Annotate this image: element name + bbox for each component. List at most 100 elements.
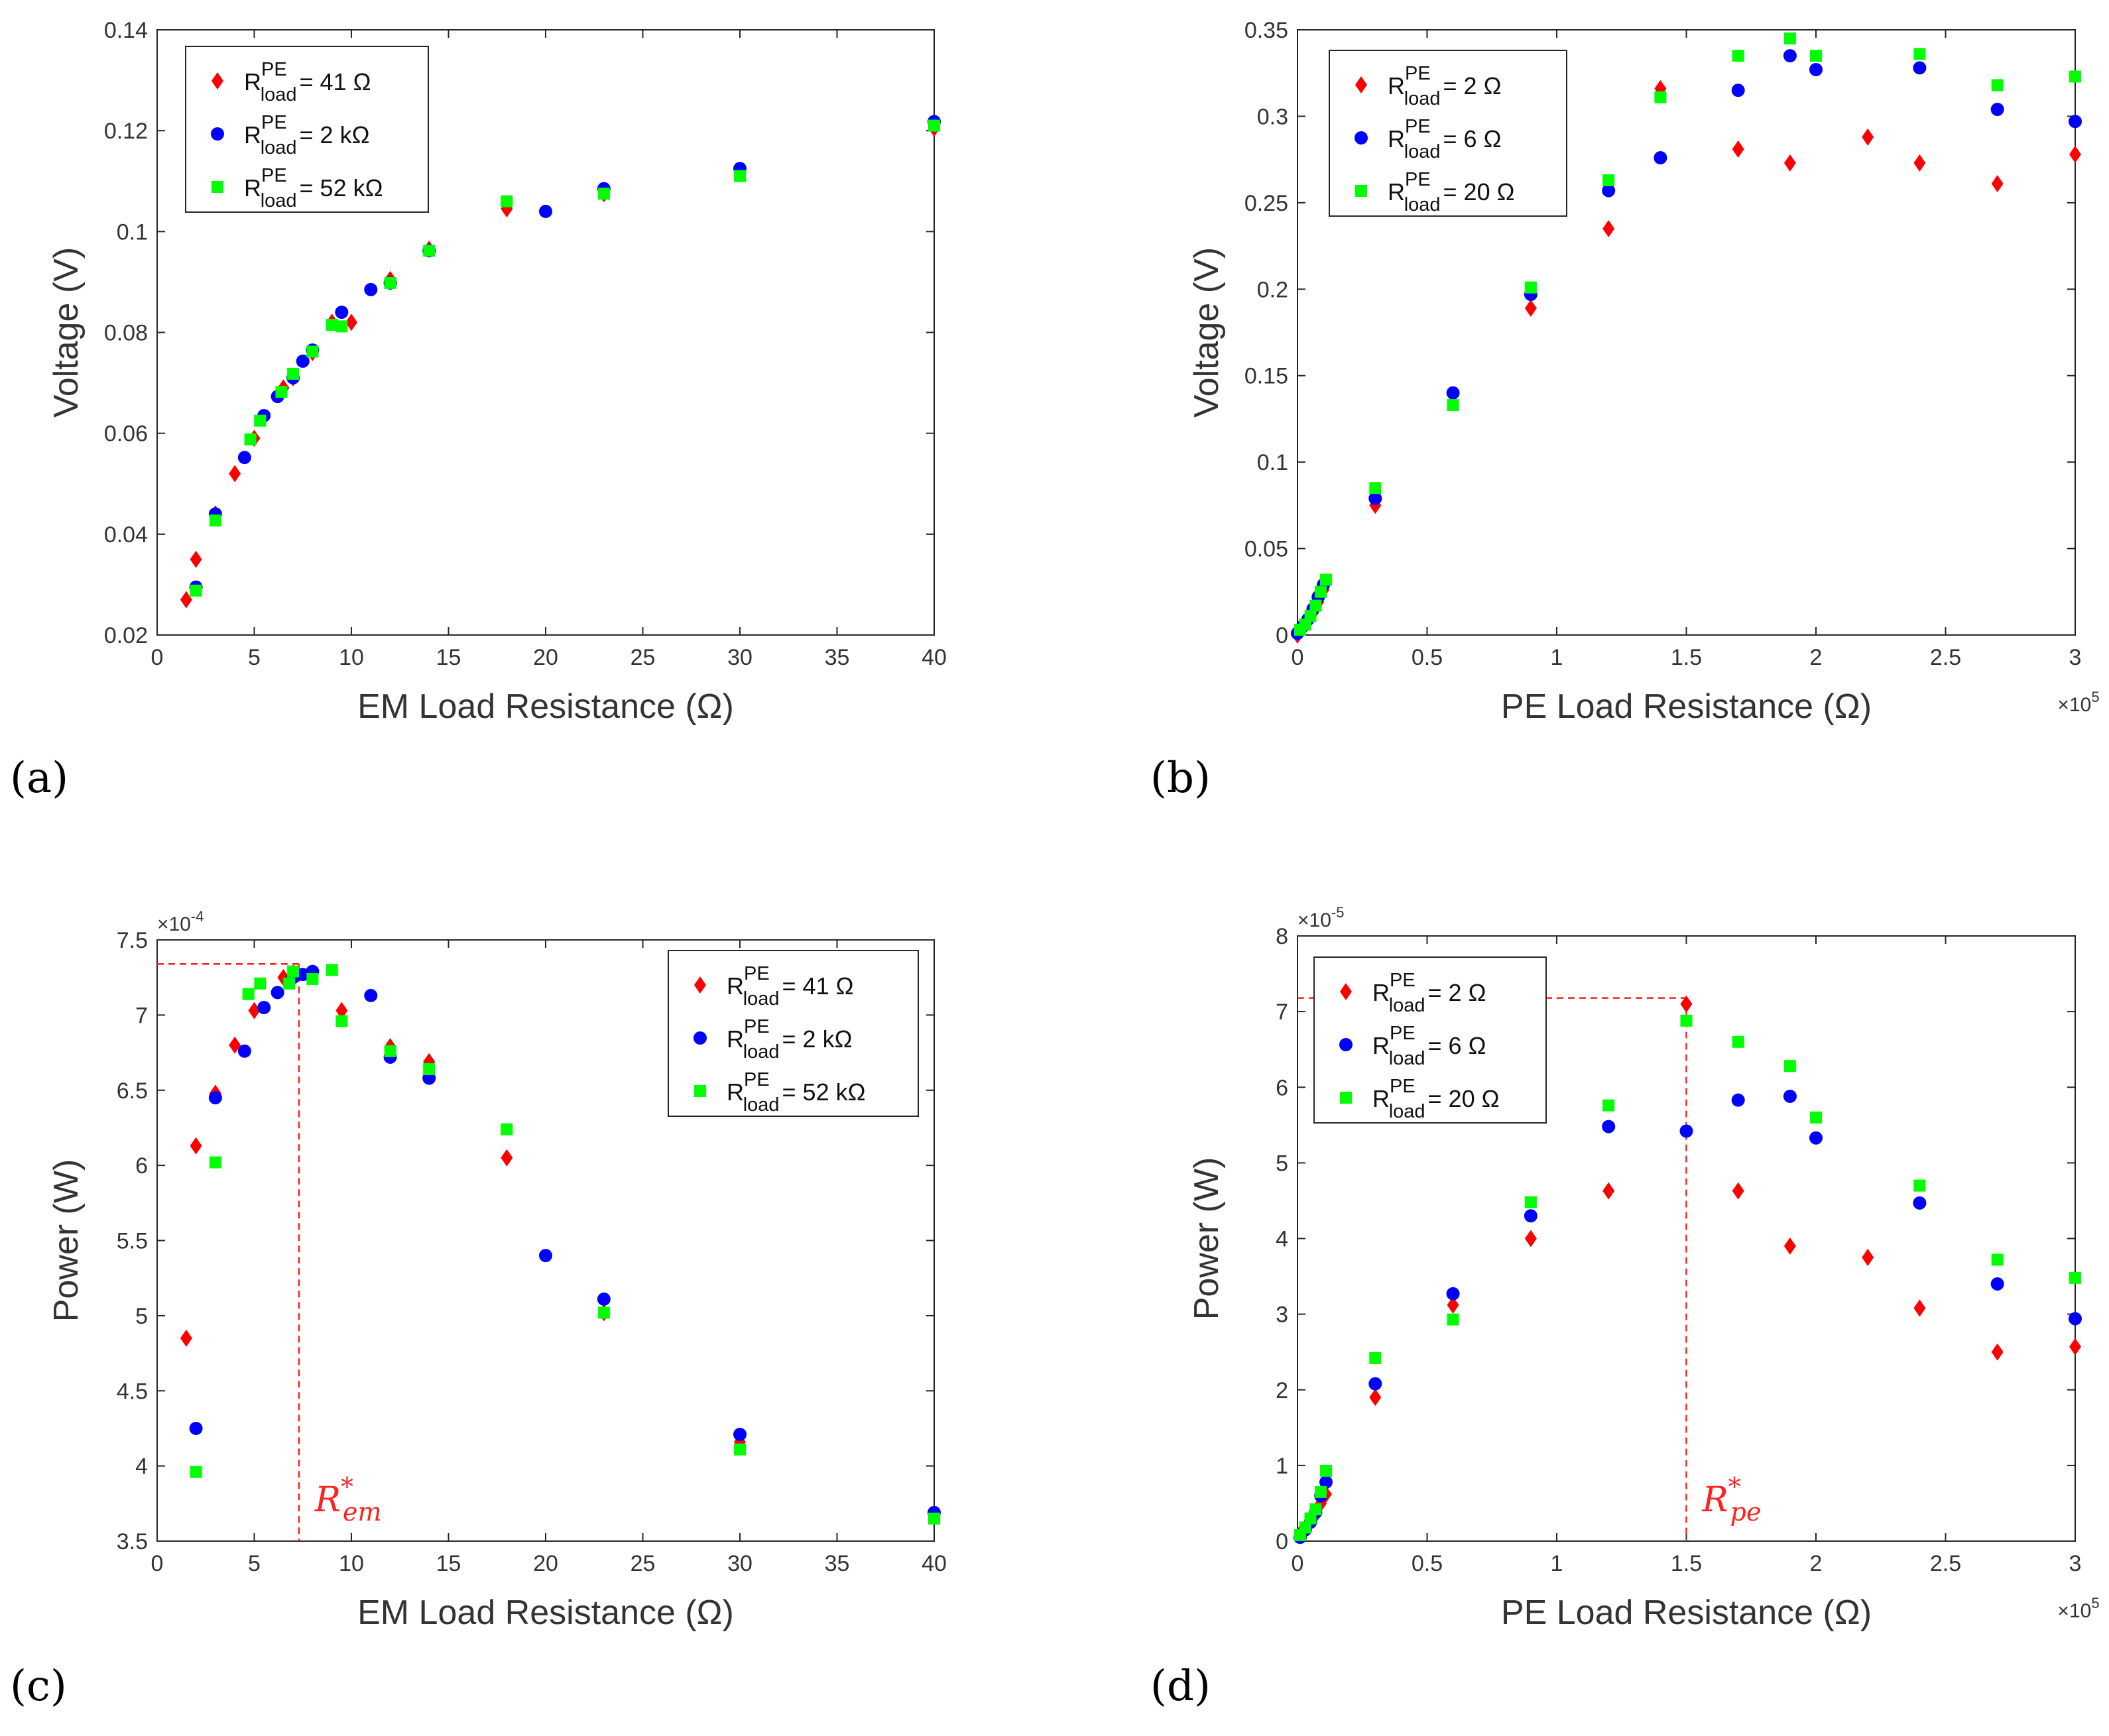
y-tick-label: 0.3 bbox=[1257, 104, 1288, 129]
y-tick-label: 6.5 bbox=[117, 1078, 148, 1104]
data-point bbox=[1447, 399, 1459, 412]
x-tick-label: 40 bbox=[922, 645, 947, 670]
x-axis-label: PE Load Resistance (Ω) bbox=[1501, 687, 1872, 726]
optimum-label-sub: pe bbox=[1730, 1497, 1762, 1527]
legend-value: = 20 Ω bbox=[1428, 1085, 1500, 1112]
data-point bbox=[1309, 1503, 1322, 1516]
x-tick-label: 3 bbox=[2069, 1551, 2082, 1576]
data-point bbox=[423, 245, 436, 257]
data-point bbox=[1446, 1287, 1460, 1301]
data-point bbox=[2069, 1271, 2081, 1284]
data-point bbox=[1783, 1089, 1797, 1103]
legend-sup: PE bbox=[744, 963, 770, 984]
legend-entry: RPE load = 20 Ω bbox=[1372, 1076, 1500, 1122]
data-point bbox=[190, 1466, 202, 1478]
data-point bbox=[180, 591, 192, 608]
series-2 bbox=[190, 119, 940, 597]
legend-sub: load bbox=[1389, 1101, 1425, 1122]
legend-base: R bbox=[244, 68, 261, 95]
data-point bbox=[1447, 1313, 1459, 1326]
legend-value: = 2 Ω bbox=[1428, 979, 1486, 1006]
legend-sup: PE bbox=[1390, 1076, 1416, 1097]
panel-c: 0 5 10 15 20 25 30 35 40 3.5 4 4.5 5 5.5 6 6.5 7 7.5 EM Lo… bbox=[47, 908, 947, 1632]
x-tick-label: 0 bbox=[151, 1551, 164, 1576]
legend-box bbox=[1313, 956, 1547, 1124]
data-point bbox=[1990, 1277, 2004, 1291]
legend-box bbox=[668, 950, 919, 1117]
data-point bbox=[1731, 1093, 1745, 1107]
exponent-power: 5 bbox=[2091, 1595, 2099, 1611]
data-point bbox=[271, 986, 284, 1000]
y-tick-label: 1 bbox=[1276, 1454, 1288, 1479]
y-tick-label: 0 bbox=[1276, 1529, 1288, 1554]
data-point bbox=[1602, 1099, 1615, 1112]
data-point bbox=[1783, 32, 1796, 45]
y-tick-label: 0.05 bbox=[1244, 537, 1288, 562]
data-point bbox=[326, 964, 338, 976]
y-tick-label: 4 bbox=[1276, 1227, 1288, 1252]
x-tick-label: 0.5 bbox=[1412, 1551, 1443, 1576]
y-tick-label: 3.5 bbox=[117, 1529, 148, 1554]
legend-sup: PE bbox=[261, 112, 287, 133]
data-point bbox=[1602, 219, 1615, 237]
x-tick-label: 20 bbox=[533, 1551, 558, 1576]
legend-entry: RPE load = 2 kΩ bbox=[244, 112, 369, 158]
data-point bbox=[1524, 1196, 1537, 1208]
y-tick-label: 0.08 bbox=[104, 321, 148, 346]
legend-sup: PE bbox=[1405, 63, 1431, 84]
data-point bbox=[1732, 1035, 1744, 1048]
x-tick-label: 2.5 bbox=[1930, 1551, 1961, 1576]
data-point bbox=[229, 1036, 241, 1054]
legend-sub: load bbox=[1389, 1048, 1425, 1069]
series-2 bbox=[1294, 1014, 2081, 1541]
data-point bbox=[2069, 115, 2082, 129]
data-point bbox=[1810, 1111, 1822, 1124]
data-point bbox=[423, 1063, 436, 1076]
y-tick-label: 2 bbox=[1276, 1378, 1288, 1403]
data-point bbox=[1368, 491, 1382, 505]
data-point bbox=[597, 188, 610, 200]
legend-marker bbox=[211, 181, 223, 193]
data-point bbox=[384, 1045, 396, 1057]
legend-entry: RPE load = 2 kΩ bbox=[727, 1016, 852, 1063]
data-point bbox=[1732, 1182, 1744, 1200]
legend-value: = 2 Ω bbox=[1443, 72, 1502, 99]
data-point bbox=[1524, 1209, 1537, 1223]
data-point bbox=[1680, 995, 1693, 1013]
data-point bbox=[597, 1306, 610, 1319]
y-tick-label: 0 bbox=[1276, 623, 1288, 648]
legend-sub: load bbox=[743, 1041, 780, 1063]
data-point bbox=[1299, 1521, 1311, 1534]
legend-marker bbox=[1340, 983, 1352, 1000]
legend-sub: load bbox=[1389, 995, 1425, 1016]
optimum-label-sub: em bbox=[343, 1497, 382, 1527]
data-point bbox=[237, 1044, 251, 1058]
data-point bbox=[335, 306, 349, 319]
legend-sub: load bbox=[261, 137, 297, 158]
x-exponent-label: ×105 bbox=[2057, 689, 2099, 716]
legend-marker bbox=[694, 976, 706, 994]
exponent-power: 5 bbox=[2091, 689, 2099, 705]
y-axis-label: Voltage (V) bbox=[1187, 247, 1226, 418]
optimum-label-sup: * bbox=[341, 1472, 353, 1501]
legend-value: = 2 kΩ bbox=[300, 121, 370, 148]
data-point bbox=[364, 282, 378, 296]
data-point bbox=[1320, 1464, 1333, 1477]
data-point bbox=[345, 314, 357, 331]
x-tick-label: 15 bbox=[436, 645, 461, 670]
optimum-label-base: R bbox=[314, 1480, 341, 1520]
data-point bbox=[384, 276, 396, 289]
legend-marker bbox=[1340, 1092, 1352, 1104]
data-point bbox=[1913, 1179, 1926, 1192]
legend-base: R bbox=[1372, 1085, 1390, 1112]
data-point bbox=[1783, 1060, 1796, 1072]
legend-sub: load bbox=[261, 84, 297, 105]
data-point bbox=[501, 1149, 513, 1167]
y-tick-label: 5 bbox=[1276, 1151, 1288, 1176]
legend-entry: RPE load = 20 Ω bbox=[1388, 169, 1515, 215]
x-tick-label: 35 bbox=[825, 645, 850, 670]
optimum-label-base: R bbox=[1702, 1480, 1728, 1520]
